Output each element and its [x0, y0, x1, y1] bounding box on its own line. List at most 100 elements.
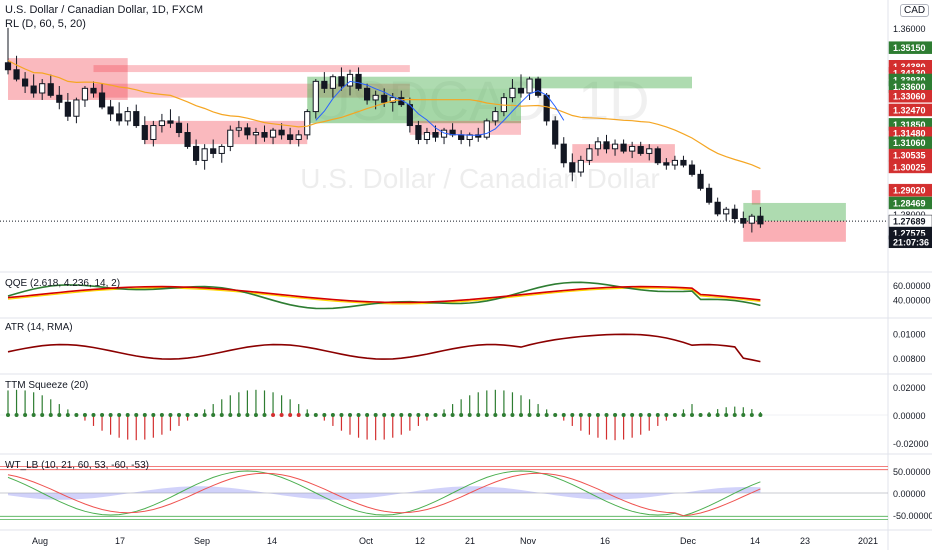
candle[interactable] — [688, 160, 696, 177]
candle[interactable] — [30, 74, 37, 98]
candle-body — [757, 215, 764, 225]
candle[interactable] — [167, 109, 174, 128]
candle[interactable] — [287, 127, 294, 145]
candle[interactable] — [47, 74, 54, 98]
candle-body — [304, 111, 311, 136]
candle[interactable] — [748, 213, 755, 233]
candle[interactable] — [90, 81, 97, 98]
candle[interactable] — [577, 155, 584, 177]
candle[interactable] — [714, 197, 721, 217]
candle[interactable] — [671, 155, 678, 170]
candle[interactable] — [39, 79, 46, 100]
candle[interactable] — [81, 86, 89, 107]
candle[interactable] — [141, 116, 148, 145]
candle[interactable] — [569, 153, 576, 182]
candle[interactable] — [295, 130, 302, 147]
candle[interactable] — [22, 72, 29, 93]
candle-body — [252, 132, 260, 136]
ttm-title[interactable]: TTM Squeeze (20) — [5, 380, 89, 391]
candle[interactable] — [603, 134, 610, 154]
currency-badge[interactable]: CAD — [900, 4, 930, 17]
candle[interactable] — [73, 97, 80, 124]
candle-body — [90, 87, 97, 94]
candle-body — [312, 80, 319, 113]
candle[interactable] — [218, 144, 225, 163]
candle[interactable] — [526, 76, 533, 100]
candle[interactable] — [723, 206, 730, 221]
candle[interactable] — [329, 74, 336, 98]
candles-layer[interactable] — [4, 27, 764, 233]
candle[interactable] — [338, 67, 345, 91]
indicator-label-rl[interactable]: RL (D, 60, 5, 20) — [5, 18, 86, 30]
price-label: 1.31850 — [893, 120, 926, 130]
candle[interactable] — [706, 183, 713, 205]
qqe-title[interactable]: QQE (2.618, 4.236, 14, 2) — [5, 278, 121, 289]
candle[interactable] — [517, 74, 525, 98]
candle[interactable] — [509, 79, 516, 103]
candle[interactable] — [466, 132, 473, 147]
candle[interactable] — [415, 120, 422, 145]
candle[interactable] — [654, 146, 661, 166]
candle[interactable] — [107, 99, 114, 121]
candle[interactable] — [697, 169, 704, 191]
moving-average-line — [7, 59, 761, 170]
candle[interactable] — [586, 144, 593, 166]
candle-body — [663, 162, 670, 166]
candle[interactable] — [261, 125, 268, 142]
candle[interactable] — [184, 123, 191, 149]
time-axis-label: 23 — [800, 536, 810, 546]
wt-title[interactable]: WT_LB (10, 21, 60, 53, -60, -53) — [5, 460, 149, 471]
candle[interactable] — [64, 92, 71, 121]
candle[interactable] — [235, 120, 242, 138]
candle[interactable] — [620, 139, 627, 154]
candle[interactable] — [252, 127, 260, 145]
candle[interactable] — [201, 144, 208, 170]
candle-body — [646, 148, 653, 154]
candle[interactable] — [552, 116, 559, 149]
candle[interactable] — [116, 102, 123, 126]
candle[interactable] — [629, 141, 636, 159]
candle[interactable] — [355, 67, 362, 91]
candle[interactable] — [611, 139, 619, 156]
candle[interactable] — [740, 211, 747, 228]
candle[interactable] — [440, 127, 448, 145]
candle[interactable] — [56, 86, 63, 110]
candle[interactable] — [680, 155, 687, 168]
candle[interactable] — [594, 137, 602, 156]
candle[interactable] — [13, 55, 20, 82]
candle[interactable] — [492, 106, 499, 126]
candle[interactable] — [150, 120, 157, 147]
candle[interactable] — [278, 123, 285, 140]
candle[interactable] — [124, 106, 131, 126]
candle-body — [364, 87, 371, 101]
candle[interactable] — [312, 79, 319, 119]
candle[interactable] — [210, 139, 217, 159]
candle[interactable] — [346, 69, 354, 96]
candle[interactable] — [731, 204, 738, 224]
candle[interactable] — [535, 76, 542, 98]
candle[interactable] — [175, 116, 183, 138]
candle[interactable] — [133, 104, 140, 128]
ttm-dot — [732, 413, 737, 417]
candle[interactable] — [483, 118, 490, 140]
candle[interactable] — [646, 144, 653, 161]
candle[interactable] — [560, 137, 567, 168]
candle[interactable] — [364, 83, 371, 105]
ttm-dot — [219, 413, 224, 417]
candle[interactable] — [663, 158, 670, 170]
candle[interactable] — [321, 72, 328, 93]
candle[interactable] — [244, 123, 251, 140]
candle[interactable] — [269, 127, 277, 145]
candle[interactable] — [193, 139, 200, 166]
candle[interactable] — [158, 113, 166, 133]
symbol-title[interactable]: U.S. Dollar / Canadian Dollar, 1D, FXCM — [5, 4, 204, 16]
candle-body — [158, 120, 166, 127]
candle[interactable] — [423, 127, 431, 145]
candle[interactable] — [227, 125, 234, 152]
candle[interactable] — [4, 27, 12, 75]
candle[interactable] — [98, 83, 106, 110]
candle[interactable] — [757, 206, 764, 228]
candle[interactable] — [304, 109, 311, 140]
atr-title[interactable]: ATR (14, RMA) — [5, 322, 73, 333]
candle[interactable] — [637, 141, 644, 156]
